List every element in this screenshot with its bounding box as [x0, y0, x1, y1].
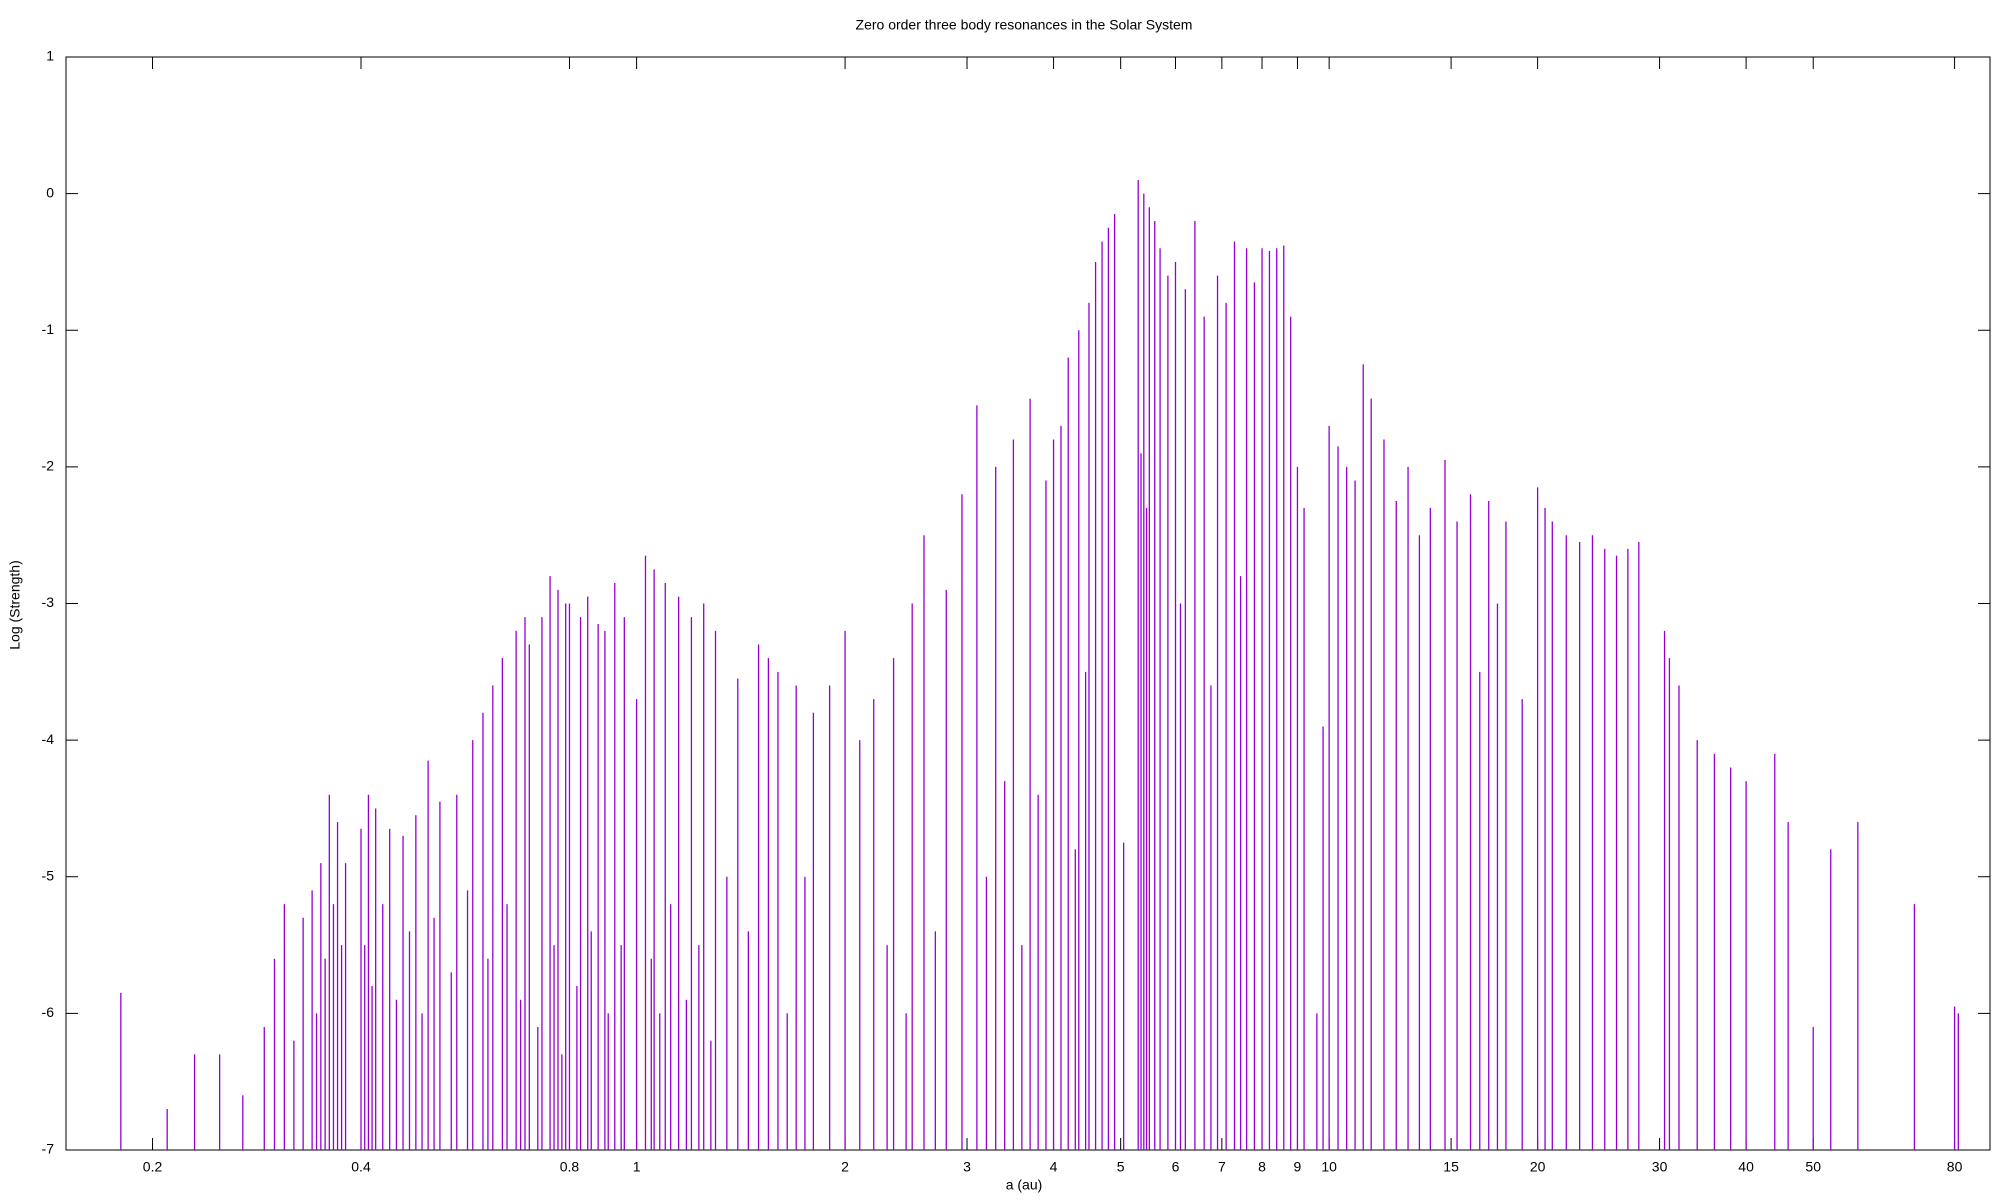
x-tick-label: 6: [1172, 1159, 1180, 1175]
x-tick-label: 0.2: [143, 1159, 163, 1175]
y-tick-label: -1: [42, 321, 55, 337]
x-tick-label: 80: [1947, 1159, 1963, 1175]
x-tick-label: 3: [963, 1159, 971, 1175]
y-axis-label: Log (Strength): [7, 560, 23, 650]
x-tick-label: 30: [1652, 1159, 1668, 1175]
x-tick-label: 10: [1321, 1159, 1337, 1175]
y-tick-label: -4: [42, 731, 55, 747]
x-tick-label: 1: [633, 1159, 641, 1175]
chart-title: Zero order three body resonances in the …: [856, 17, 1193, 33]
y-tick-label: -2: [42, 458, 55, 474]
y-tick-label: 0: [46, 184, 54, 200]
x-tick-label: 15: [1443, 1159, 1459, 1175]
x-axis-label: a (au): [1006, 1177, 1043, 1193]
x-tick-label: 7: [1218, 1159, 1226, 1175]
y-tick-label: -7: [42, 1141, 55, 1157]
x-tick-label: 20: [1530, 1159, 1546, 1175]
y-tick-label: 1: [46, 48, 54, 64]
y-tick-label: -5: [42, 867, 55, 883]
x-tick-label: 40: [1738, 1159, 1754, 1175]
plot-frame: [65, 56, 1991, 1151]
y-tick-label: -3: [42, 594, 55, 610]
x-tick-label: 2: [841, 1159, 849, 1175]
x-tick-label: 4: [1050, 1159, 1058, 1175]
x-tick-label: 5: [1117, 1159, 1125, 1175]
y-tick-label: -6: [42, 1004, 55, 1020]
x-tick-label: 0.8: [560, 1159, 580, 1175]
x-tick-label: 9: [1294, 1159, 1302, 1175]
x-tick-label: 0.4: [351, 1159, 371, 1175]
x-tick-label: 50: [1805, 1159, 1821, 1175]
x-tick-label: 8: [1258, 1159, 1266, 1175]
